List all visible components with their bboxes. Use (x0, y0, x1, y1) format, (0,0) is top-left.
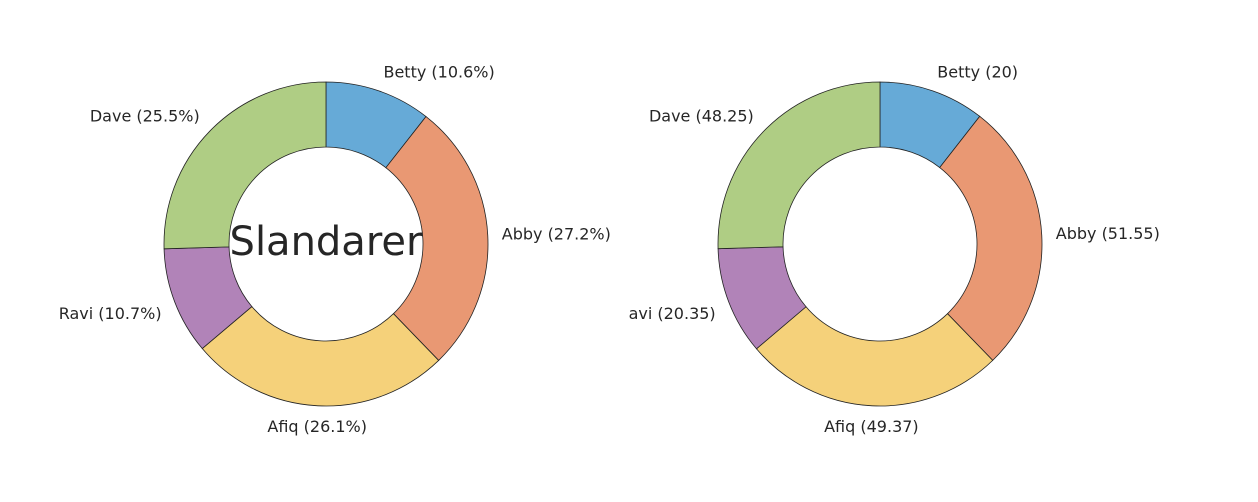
label-ravi: Ravi (10.7%) (59, 304, 162, 323)
slice-afiq (201, 306, 440, 407)
label-abby: Abby (27.2%) (502, 224, 611, 243)
label-betty: Betty (10.6%) (383, 63, 494, 82)
label-betty: Betty (20) (937, 63, 1018, 82)
donut-chart-right: Betty (20) Abby (51.55) Afiq (49.37) Ravi (… (629, 63, 1160, 436)
label-abby: Abby (51.55) (1056, 224, 1160, 243)
donut-chart-left: Betty (10.6%) Abby (27.2%) Afiq (26.1%) Rav… (59, 63, 611, 436)
label-afiq: Afiq (26.1%) (267, 417, 367, 436)
center-title: Slandarer (230, 219, 423, 265)
slice-abby (939, 115, 1043, 361)
label-afiq: Afiq (49.37) (824, 417, 919, 436)
slice-afiq (755, 306, 994, 407)
label-dave: Dave (48.25) (649, 106, 754, 125)
slice-dave (163, 81, 327, 250)
label-ravi: Ravi (20.35) (629, 304, 716, 323)
slice-dave (717, 81, 881, 250)
slice-abby (385, 115, 489, 361)
label-dave: Dave (25.5%) (90, 106, 200, 125)
